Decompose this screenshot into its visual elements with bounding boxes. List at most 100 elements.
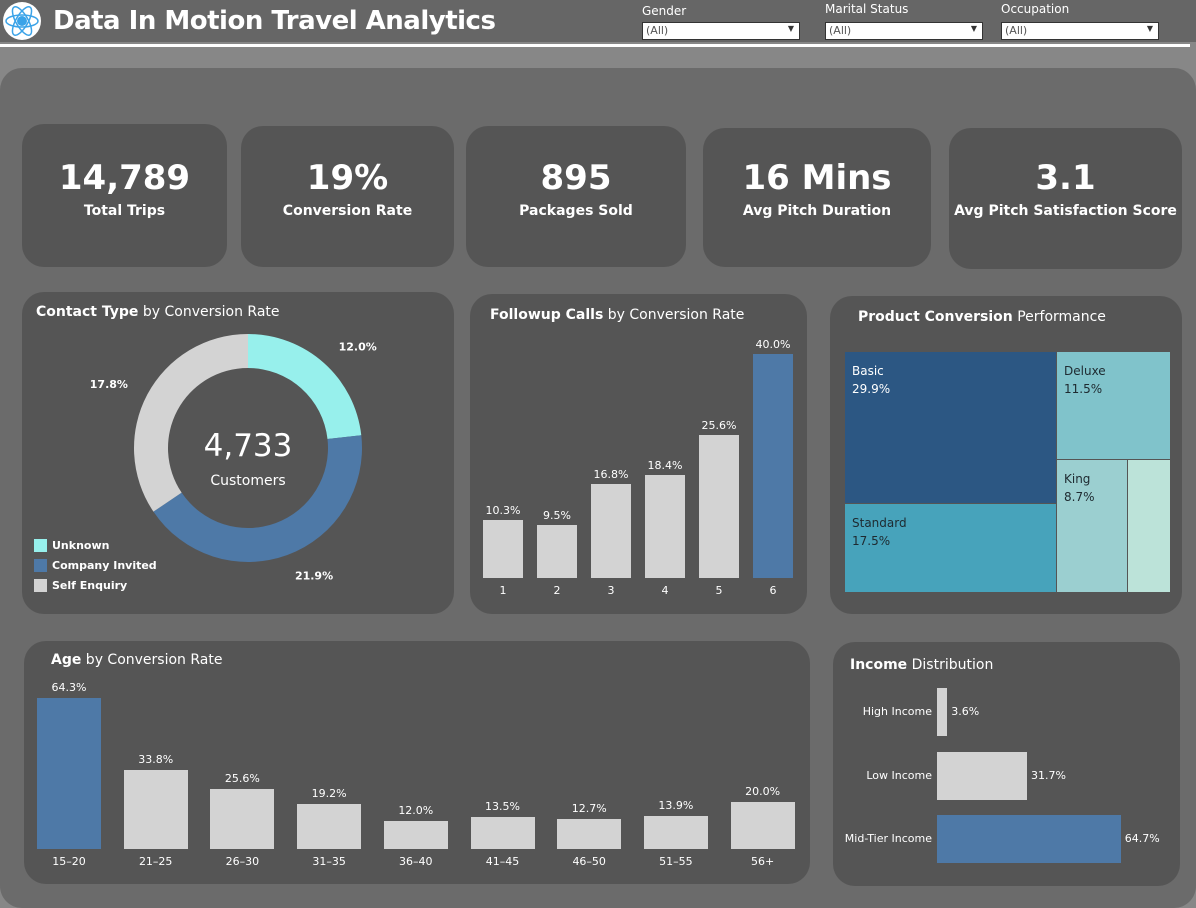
donut-legend: Unknown Company Invited Self Enquiry	[34, 535, 157, 595]
gender-filter-label: Gender	[642, 4, 687, 18]
followup-x-tick: 6	[769, 584, 777, 597]
age-data-label: 64.3%	[51, 680, 87, 694]
treemap-cell-king[interactable]: King 8.7%	[1056, 459, 1128, 593]
age-data-label: 13.5%	[485, 800, 520, 814]
age-bar	[297, 803, 362, 849]
age-data-label: 25.6%	[224, 771, 260, 785]
followup-data-label: 10.3%	[485, 504, 521, 518]
kpi-label: Avg Pitch Satisfaction Score	[954, 203, 1177, 219]
kpi-label: Conversion Rate	[282, 203, 413, 219]
chevron-down-icon[interactable]: ▼	[970, 24, 977, 33]
occupation-filter[interactable]: Occupation (All) ▼	[1001, 2, 1159, 40]
age-data-label: 12.0%	[398, 803, 434, 817]
chevron-down-icon[interactable]: ▼	[1146, 24, 1153, 33]
kpi-total-trips: 14,789 Total Trips	[22, 124, 227, 267]
kpi-avg-pitch-duration: 16 Mins Avg Pitch Duration	[703, 128, 931, 267]
income-bar	[937, 688, 948, 736]
kpi-avg-satisfaction: 3.1 Avg Pitch Satisfaction Score	[949, 128, 1182, 269]
age-bar	[557, 819, 622, 849]
followup-panel	[470, 294, 807, 614]
legend-swatch	[34, 578, 47, 592]
header-divider	[0, 44, 1190, 47]
kpi-label: Total Trips	[83, 203, 166, 219]
occupation-value: (All)	[1005, 24, 1028, 37]
treemap-cell-basic[interactable]: Basic 29.9%	[844, 351, 1057, 504]
income-category-label: Mid-Tier Income	[844, 832, 932, 845]
age-bar	[470, 817, 535, 849]
followup-x-tick: 5	[715, 584, 723, 597]
followup-bar	[483, 520, 523, 578]
followup-title: Followup Calls by Conversion Rate	[490, 307, 745, 323]
followup-data-label: 16.8%	[593, 467, 629, 481]
kpi-value: 14,789	[58, 158, 191, 198]
legend-label: Company Invited	[52, 558, 157, 572]
age-bar	[383, 820, 448, 849]
chevron-down-icon[interactable]: ▼	[787, 24, 794, 33]
followup-data-label: 18.4%	[647, 458, 683, 472]
gender-value: (All)	[646, 24, 669, 37]
treemap-cell-standard[interactable]: Standard 17.5%	[844, 503, 1057, 593]
age-bar	[730, 802, 795, 849]
followup-bar	[753, 354, 793, 578]
income-data-label: 31.7%	[1031, 768, 1066, 782]
kpi-value: 895	[540, 158, 612, 198]
kpi-value: 16 Mins	[742, 158, 892, 198]
followup-bar	[591, 483, 631, 578]
donut-data-label: 21.9%	[295, 570, 333, 583]
treemap-cell-deluxe[interactable]: Deluxe 11.5%	[1056, 351, 1171, 460]
followup-bar	[645, 474, 685, 578]
occupation-dropdown[interactable]: (All) ▼	[1001, 22, 1159, 40]
age-x-tick: 36–40	[399, 855, 433, 868]
gender-filter[interactable]: Gender (All) ▼	[642, 4, 800, 40]
gender-dropdown[interactable]: (All) ▼	[642, 22, 800, 40]
legend-swatch	[34, 558, 47, 572]
income-category-label: Low Income	[866, 768, 932, 782]
kpi-label: Packages Sold	[519, 203, 633, 219]
legend-item: Company Invited	[34, 555, 157, 575]
header-bar: Data In Motion Travel Analytics Gender (…	[0, 0, 1196, 42]
treemap-cell-other[interactable]	[1127, 459, 1171, 593]
marital-dropdown[interactable]: (All) ▼	[825, 22, 983, 40]
kpi-value: 19%	[306, 158, 389, 198]
contact-type-title: Contact Type by Conversion Rate	[36, 304, 280, 320]
marital-status-filter[interactable]: Marital Status (All) ▼	[825, 2, 983, 40]
followup-x-tick: 1	[499, 584, 507, 597]
followup-bar	[537, 524, 577, 578]
donut-slice-self-enquiry[interactable]	[134, 334, 248, 512]
kpi-packages-sold: 895 Packages Sold	[466, 126, 686, 267]
donut-center-value: 4,733	[203, 428, 293, 464]
donut-slice-unknown[interactable]	[248, 334, 362, 440]
income-bar	[937, 751, 1028, 800]
marital-value: (All)	[829, 24, 852, 37]
legend-item: Unknown	[34, 535, 157, 555]
atom-logo-icon	[3, 2, 41, 40]
occupation-filter-label: Occupation	[1001, 2, 1070, 16]
age-bar	[210, 788, 275, 849]
kpi-conversion-rate: 19% Conversion Rate	[241, 126, 454, 267]
followup-data-label: 9.5%	[543, 508, 571, 522]
age-x-tick: 51–55	[659, 855, 693, 868]
followup-data-label: 40.0%	[755, 338, 791, 351]
age-x-tick: 21–25	[138, 855, 173, 868]
income-bar	[937, 815, 1121, 863]
followup-x-tick: 4	[661, 584, 669, 597]
age-bar	[123, 769, 188, 849]
age-data-label: 33.8%	[138, 752, 174, 766]
age-title: Age by Conversion Rate	[51, 652, 223, 668]
age-bar	[37, 697, 101, 849]
legend-label: Self Enquiry	[52, 578, 128, 592]
age-data-label: 12.7%	[571, 802, 607, 816]
legend-item: Self Enquiry	[34, 575, 157, 595]
age-data-label: 19.2%	[311, 786, 347, 800]
legend-swatch	[34, 538, 47, 552]
age-data-label: 13.9%	[658, 799, 694, 813]
donut-slice-company-invited[interactable]	[153, 435, 363, 562]
product-title: Product Conversion Performance	[858, 309, 1106, 325]
age-x-tick: 41–45	[485, 855, 520, 868]
followup-data-label: 25.6%	[701, 418, 737, 432]
age-x-tick: 46–50	[572, 855, 606, 868]
income-data-label: 64.7%	[1124, 832, 1160, 845]
donut-center-label: Customers	[210, 473, 286, 489]
donut-data-label: 12.0%	[339, 341, 377, 354]
